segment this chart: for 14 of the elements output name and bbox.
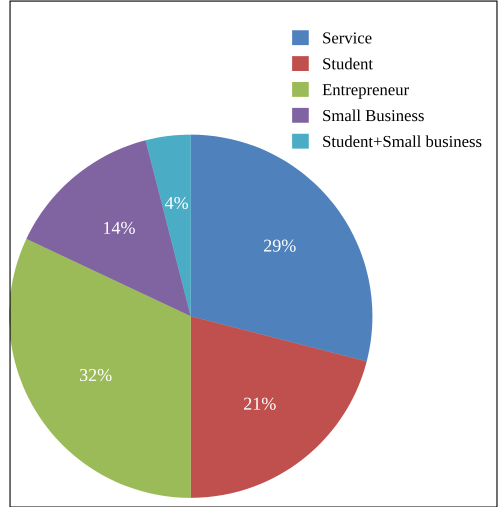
pie-slice: [26, 140, 191, 316]
data-label: 32%: [80, 368, 112, 382]
data-label: 29%: [264, 240, 296, 252]
legend-label: Student+Small business: [323, 135, 482, 148]
pie-slice: [190, 316, 367, 498]
legend-label: Student: [323, 58, 373, 70]
legend-label: Small Business: [323, 109, 424, 122]
data-label: 21%: [244, 398, 276, 410]
pie-slice: [9, 238, 191, 498]
legend-label: Entrepreneur: [322, 84, 409, 99]
pie-slice: [146, 134, 191, 316]
data-label: 4%: [164, 196, 188, 210]
legend-label: Service: [323, 32, 372, 44]
data-label: 14%: [104, 222, 135, 234]
